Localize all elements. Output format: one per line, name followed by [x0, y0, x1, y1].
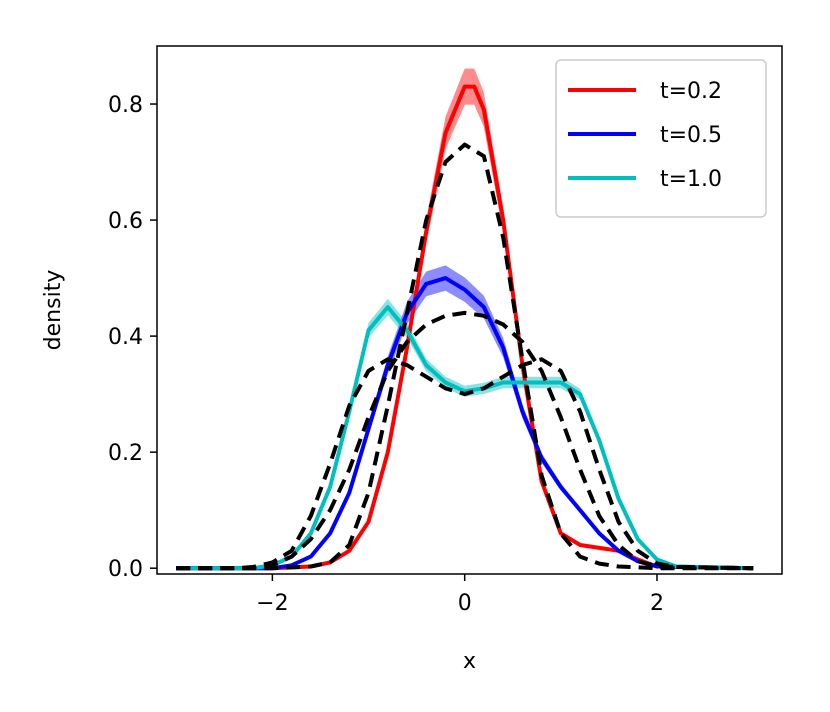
series-lines [176, 84, 754, 571]
legend-label-t=1.0: t=1.0 [660, 167, 722, 192]
reference-dashed-line-5 [176, 357, 754, 571]
series-line-t=0.2 [176, 84, 754, 571]
band-t=0.5 [176, 265, 754, 569]
y-tick-label: 0.6 [108, 209, 143, 234]
legend-label-t=0.5: t=0.5 [660, 123, 722, 148]
y-tick-label: 0.2 [108, 441, 143, 466]
series-line-t=0.5 [176, 276, 754, 571]
x-axis-ticks: −2 0 2 [256, 574, 664, 616]
legend: t=0.2 t=0.5 t=1.0 [555, 59, 767, 218]
band-t=1.0 [176, 298, 754, 569]
x-tick-label: 2 [650, 591, 664, 616]
y-tick-label: 0.8 [108, 93, 143, 118]
y-axis-ticks: 0.0 0.2 0.4 0.6 0.8 [108, 93, 157, 582]
plot-frame [156, 45, 783, 575]
reference-dashed-line-4 [176, 310, 754, 571]
x-axis-label: x [463, 649, 476, 674]
legend-label-t=0.2: t=0.2 [660, 79, 722, 104]
x-tick-label: −2 [256, 591, 288, 616]
reference-dashed-line-3 [176, 142, 754, 571]
y-tick-label: 0.4 [108, 325, 143, 350]
series-line-t=1.0 [176, 305, 754, 571]
y-tick-label: 0.0 [108, 557, 143, 582]
x-tick-label: 0 [458, 591, 472, 616]
y-axis-label: density [41, 270, 66, 351]
